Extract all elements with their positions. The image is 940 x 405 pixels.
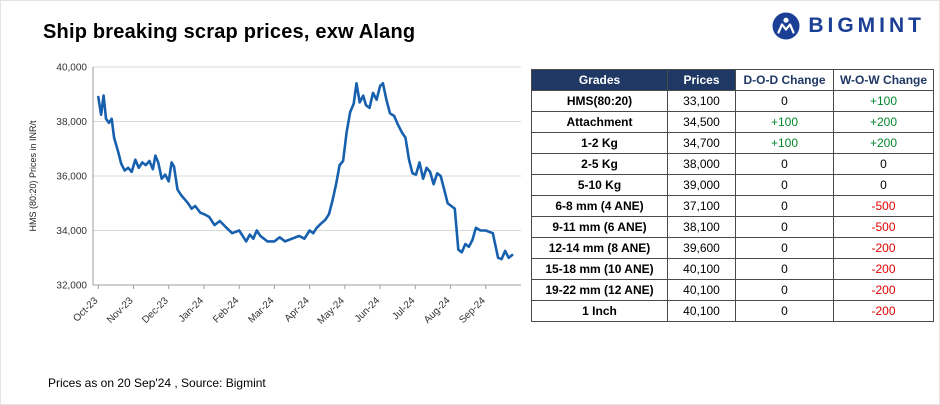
- change-cell: -200: [833, 279, 934, 301]
- table-row: 5-10 Kg 39,000 0 0: [531, 174, 934, 196]
- change-cell: -500: [833, 216, 934, 238]
- table-row: 6-8 mm (4 ANE) 37,100 0 -500: [531, 195, 934, 217]
- y-tick-label: 32,000: [56, 281, 87, 292]
- change-cell: 0: [735, 90, 834, 112]
- bigmint-logo-text: BIGMINT: [808, 14, 925, 37]
- price-cell: 40,100: [667, 258, 736, 280]
- table-row: 12-14 mm (8 ANE) 39,600 0 -200: [531, 237, 934, 259]
- column-header: Grades: [531, 69, 668, 91]
- change-cell: 0: [833, 174, 934, 196]
- price-cell: 40,100: [667, 300, 736, 322]
- y-tick-label: 36,000: [56, 172, 87, 183]
- change-cell: -500: [833, 195, 934, 217]
- change-cell: 0: [735, 174, 834, 196]
- x-tick-label: Aug-24: [422, 295, 453, 326]
- table-row: 1 Inch 40,100 0 -200: [531, 300, 934, 322]
- change-cell: 0: [735, 216, 834, 238]
- change-cell: +100: [735, 132, 834, 154]
- y-tick-label: 40,000: [56, 63, 87, 74]
- price-line: [97, 81, 514, 261]
- column-header: W-O-W Change: [833, 69, 934, 91]
- change-cell: -200: [833, 258, 934, 280]
- table-row: 15-18 mm (10 ANE) 40,100 0 -200: [531, 258, 934, 280]
- price-cell: 39,000: [667, 174, 736, 196]
- change-cell: +200: [833, 111, 934, 133]
- price-cell: 38,000: [667, 153, 736, 175]
- price-cell: 34,700: [667, 132, 736, 154]
- price-cell: 33,100: [667, 90, 736, 112]
- change-cell: +100: [735, 111, 834, 133]
- change-cell: 0: [735, 258, 834, 280]
- change-cell: 0: [735, 237, 834, 259]
- price-cell: 37,100: [667, 195, 736, 217]
- grade-cell: 2-5 Kg: [531, 153, 668, 175]
- source-note: Prices as on 20 Sep'24 , Source: Bigmint: [48, 376, 266, 390]
- grade-cell: HMS(80:20): [531, 90, 668, 112]
- grade-cell: 15-18 mm (10 ANE): [531, 258, 668, 280]
- x-tick-label: Jan-24: [177, 295, 207, 325]
- change-cell: +200: [833, 132, 934, 154]
- grade-cell: 19-22 mm (12 ANE): [531, 279, 668, 301]
- grade-cell: 12-14 mm (8 ANE): [531, 237, 668, 259]
- change-cell: +100: [833, 90, 934, 112]
- grade-cell: 5-10 Kg: [531, 174, 668, 196]
- table-row: 19-22 mm (12 ANE) 40,100 0 -200: [531, 279, 934, 301]
- x-tick-label: May-24: [316, 295, 348, 327]
- table-row: 2-5 Kg 38,000 0 0: [531, 153, 934, 175]
- y-tick-label: 38,000: [56, 117, 87, 128]
- grade-cell: 6-8 mm (4 ANE): [531, 195, 668, 217]
- change-cell: -200: [833, 237, 934, 259]
- x-tick-label: Feb-24: [211, 295, 241, 325]
- x-tick-label: Oct-23: [71, 295, 100, 324]
- grade-cell: 1-2 Kg: [531, 132, 668, 154]
- x-tick-label: Dec-23: [140, 295, 171, 326]
- grade-cell: 1 Inch: [531, 300, 668, 322]
- change-cell: 0: [735, 153, 834, 175]
- bigmint-logo-icon: [771, 11, 801, 41]
- change-cell: -200: [833, 300, 934, 322]
- x-tick-label: Apr-24: [283, 295, 312, 324]
- table-row: Attachment 34,500 +100 +200: [531, 111, 934, 133]
- table-row: 1-2 Kg 34,700 +100 +200: [531, 132, 934, 154]
- x-tick-label: Jul-24: [390, 295, 417, 322]
- x-tick-label: Mar-24: [246, 295, 276, 325]
- prices-table: Grades Prices D-O-D Change W-O-W Change HMS(…: [531, 69, 934, 322]
- y-axis-title: HMS (80:20) Prices in INR/t: [28, 120, 38, 232]
- change-cell: 0: [735, 300, 834, 322]
- page-title: Ship breaking scrap prices, exw Alang: [43, 21, 416, 43]
- x-tick-label: Nov-23: [105, 295, 136, 326]
- column-header: Prices: [667, 69, 736, 91]
- x-tick-label: Jun-24: [353, 295, 383, 325]
- price-cell: 40,100: [667, 279, 736, 301]
- price-cell: 34,500: [667, 111, 736, 133]
- bigmint-logo: BIGMINT: [771, 11, 925, 41]
- change-cell: 0: [735, 279, 834, 301]
- grade-cell: 9-11 mm (6 ANE): [531, 216, 668, 238]
- table-row: HMS(80:20) 33,100 0 +100: [531, 90, 934, 112]
- price-chart: 32,000 34,000 36,000 38,000 40,000 Oct-23 Nov-…: [23, 53, 528, 361]
- price-cell: 38,100: [667, 216, 736, 238]
- y-tick-label: 34,000: [56, 226, 87, 237]
- change-cell: 0: [735, 195, 834, 217]
- x-tick-label: Sep-24: [457, 295, 488, 326]
- change-cell: 0: [833, 153, 934, 175]
- table-row: 9-11 mm (6 ANE) 38,100 0 -500: [531, 216, 934, 238]
- grade-cell: Attachment: [531, 111, 668, 133]
- column-header: D-O-D Change: [735, 69, 834, 91]
- price-chart-svg: 32,000 34,000 36,000 38,000 40,000 Oct-23 Nov-…: [28, 63, 521, 327]
- price-cell: 39,600: [667, 237, 736, 259]
